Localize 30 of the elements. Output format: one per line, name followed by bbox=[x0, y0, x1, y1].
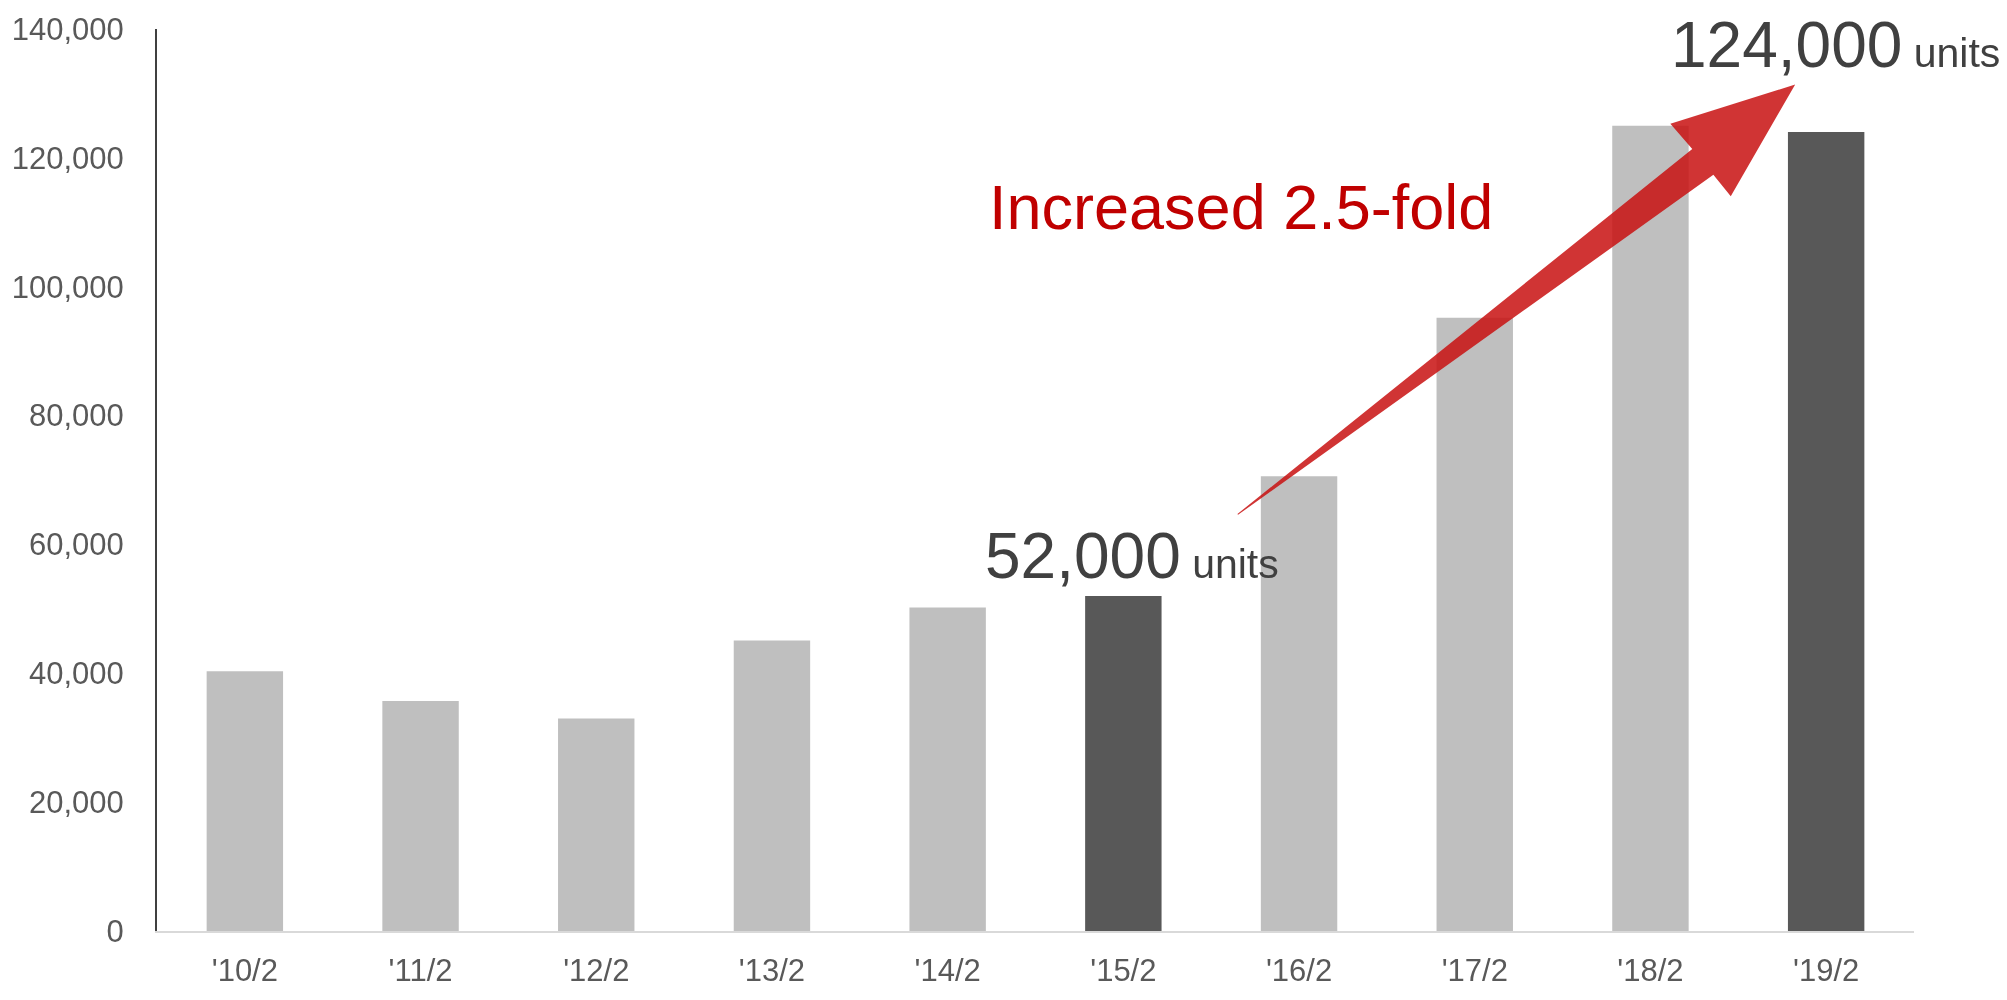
y-tick-label: 0 bbox=[106, 913, 124, 949]
x-tick-label: '15/2 bbox=[1090, 953, 1157, 989]
bar bbox=[206, 671, 284, 931]
y-tick-label: 140,000 bbox=[11, 11, 124, 47]
bar bbox=[558, 718, 635, 931]
data-label: 124,000 units bbox=[1671, 9, 2001, 81]
bar bbox=[382, 700, 459, 931]
x-tick-label: '11/2 bbox=[388, 953, 453, 989]
bar bbox=[1085, 595, 1162, 931]
bar bbox=[1436, 317, 1513, 931]
x-tick-label: '12/2 bbox=[563, 953, 630, 989]
y-tick-label: 100,000 bbox=[11, 269, 124, 305]
y-tick-label: 40,000 bbox=[28, 656, 124, 692]
x-tick-label: '13/2 bbox=[738, 953, 806, 989]
x-tick-label: '10/2 bbox=[211, 953, 278, 989]
x-tick-label: '17/2 bbox=[1441, 953, 1508, 989]
data-label: 52,000 units bbox=[985, 520, 1279, 592]
y-tick-label: 80,000 bbox=[28, 398, 124, 434]
x-tick-label: '16/2 bbox=[1265, 953, 1333, 989]
x-tick-label: '18/2 bbox=[1617, 953, 1684, 989]
x-tick-label: '19/2 bbox=[1793, 953, 1860, 989]
bar bbox=[733, 640, 811, 931]
y-tick-label: 120,000 bbox=[11, 140, 124, 176]
y-tick-label: 60,000 bbox=[28, 527, 124, 563]
annotation: Increased 2.5-fold bbox=[989, 172, 1494, 242]
bar bbox=[909, 607, 986, 931]
bar bbox=[1612, 125, 1689, 931]
y-tick-label: 20,000 bbox=[28, 784, 124, 820]
x-tick-label: '14/2 bbox=[914, 953, 981, 989]
bar bbox=[1787, 132, 1865, 931]
